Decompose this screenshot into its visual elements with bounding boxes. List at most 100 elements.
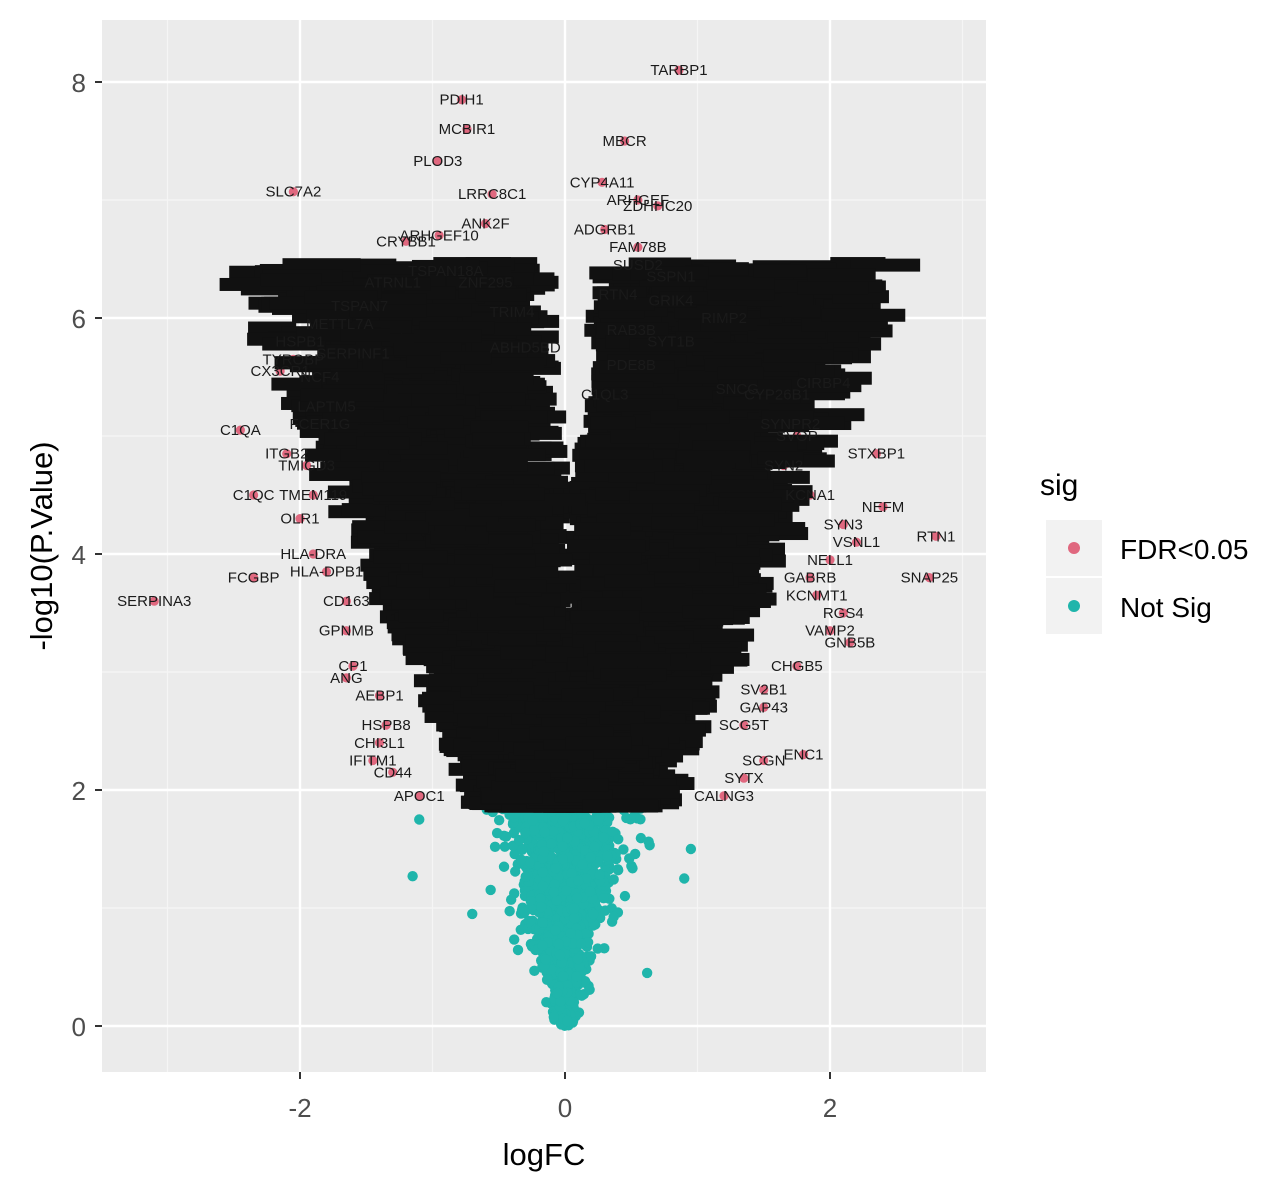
not-sig-point — [566, 868, 577, 879]
not-sig-point — [493, 815, 505, 826]
not-sig-point — [524, 856, 536, 867]
not-sig-point — [556, 957, 567, 969]
not-sig-point — [557, 841, 568, 852]
not-sig-point — [571, 971, 582, 982]
not-sig-point — [546, 838, 557, 850]
not-sig-point — [557, 970, 569, 982]
not-sig-point — [685, 843, 697, 855]
not-sig-point — [541, 974, 553, 986]
not-sig-point — [499, 841, 511, 852]
not-sig-point — [491, 827, 503, 839]
not-sig-point — [592, 943, 603, 954]
not-sig-point — [508, 934, 520, 945]
not-sig-point — [517, 844, 528, 856]
not-sig-point — [600, 905, 611, 916]
not-sig-point — [548, 1011, 560, 1023]
not-sig-point — [585, 852, 596, 863]
not-sig-point — [489, 841, 501, 853]
not-sig-point — [575, 938, 587, 949]
not-sig-point — [568, 903, 580, 914]
not-sig-point — [537, 867, 548, 878]
not-sig-point — [577, 859, 588, 870]
not-sig-point — [529, 965, 540, 977]
not-sig-point — [527, 815, 538, 826]
not-sig-point — [571, 892, 583, 904]
not-sig-point — [512, 944, 524, 956]
not-sig-point — [613, 834, 624, 845]
not-sig-point — [553, 938, 565, 950]
not-sig-point — [550, 863, 561, 874]
not-sig-point — [592, 814, 604, 826]
not-sig-point — [565, 928, 576, 939]
not-sig-point — [635, 814, 646, 825]
not-sig-point — [585, 951, 597, 962]
not-sig-point — [598, 893, 609, 904]
not-sig-point — [554, 949, 566, 961]
not-sig-point — [551, 987, 563, 999]
not-sig-point — [607, 826, 618, 838]
not-sig-point — [537, 880, 549, 892]
not-sig-point — [467, 908, 478, 920]
not-sig-point — [573, 875, 584, 886]
not-sig-point — [572, 953, 584, 965]
not-sig-point — [485, 884, 496, 896]
not-sig-point — [520, 871, 531, 882]
not-sig-point — [594, 869, 605, 881]
not-sig-point — [598, 832, 609, 843]
not-sig-point — [537, 917, 548, 928]
not-sig-point — [562, 1015, 573, 1027]
not-sig-point — [589, 841, 600, 852]
not-sig-point — [535, 893, 546, 904]
not-sig-point — [579, 975, 591, 987]
not-sig-point — [538, 846, 550, 857]
not-sig-point — [547, 825, 559, 837]
not-sig-point — [505, 894, 517, 905]
not-sig-point — [618, 844, 629, 855]
not-sig-point — [519, 906, 530, 918]
not-sig-point — [569, 912, 580, 924]
not-sig-point — [584, 984, 595, 995]
not-sig-point — [562, 832, 573, 844]
not-sig-point — [550, 925, 561, 936]
not-sig-point — [627, 863, 638, 874]
not-sig-point — [557, 815, 569, 827]
not-sig-point — [510, 866, 521, 877]
not-sig-point — [513, 834, 525, 846]
not-sig-point — [612, 864, 623, 875]
not-sig-point — [580, 928, 591, 939]
not-sig-point — [576, 990, 587, 1001]
not-sig-point — [504, 905, 515, 917]
not-sig-point — [525, 896, 537, 907]
not-sig-point — [407, 870, 418, 882]
not-sig-point — [541, 996, 552, 1008]
not-sig-point — [580, 845, 591, 856]
not-sig-point — [619, 890, 631, 902]
not-sig-point — [498, 861, 510, 872]
not-sig-point — [641, 967, 653, 979]
not-sig-point — [602, 850, 613, 862]
not-sig-point — [635, 832, 647, 844]
not-sig-point — [580, 873, 592, 884]
not-sig-point — [535, 901, 547, 913]
not-sig-point — [579, 818, 590, 829]
not-sig-point — [679, 873, 690, 884]
not-sig-point — [584, 886, 596, 897]
not-sig-point — [551, 894, 563, 906]
not-sig-point — [515, 854, 527, 865]
not-sig-point — [624, 853, 635, 864]
not-sig-point — [644, 840, 655, 851]
not-sig-point — [608, 911, 619, 923]
not-sig-point — [560, 885, 572, 896]
not-sig-point — [540, 954, 551, 965]
not-sig-point — [528, 825, 540, 836]
not-sig-point — [588, 909, 599, 920]
not-sig-point — [548, 886, 560, 898]
not-sig-point — [520, 827, 531, 839]
not-sig-point — [608, 874, 619, 885]
not-sig-point — [414, 814, 425, 825]
not-sig-point — [539, 826, 550, 838]
not-sig-point — [621, 812, 632, 824]
not-sig-point — [537, 940, 548, 951]
not-sig-point — [500, 831, 512, 842]
